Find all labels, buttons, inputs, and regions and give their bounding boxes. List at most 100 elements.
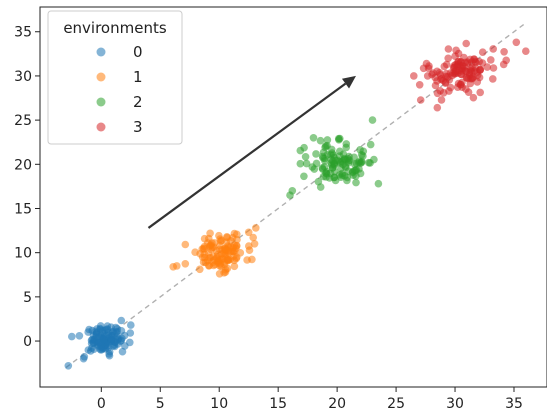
y-tick-label: 10 (14, 246, 32, 262)
data-point (351, 166, 360, 175)
data-point (464, 88, 473, 96)
data-point (301, 153, 310, 161)
x-tick-label: 25 (387, 396, 405, 410)
series-1-points (169, 224, 260, 278)
data-point (211, 260, 219, 269)
arrow-layer (147, 75, 356, 229)
data-point (316, 183, 325, 191)
data-point (203, 256, 212, 265)
data-point (365, 158, 373, 167)
data-point (344, 158, 353, 167)
data-point (196, 265, 204, 274)
data-point (206, 229, 214, 238)
data-point (343, 173, 352, 182)
data-point (312, 150, 320, 158)
data-point (249, 233, 257, 242)
data-point (245, 246, 254, 254)
data-point (181, 240, 190, 249)
data-point (173, 262, 181, 270)
data-point (342, 143, 351, 152)
data-point (419, 64, 428, 73)
y-tick-label: 15 (14, 201, 32, 217)
data-point (126, 338, 134, 347)
data-point (470, 55, 479, 64)
data-point (469, 93, 478, 102)
data-point (499, 60, 508, 69)
data-point (344, 167, 353, 175)
trend-arrow-shaft (147, 82, 347, 229)
data-point (113, 332, 122, 341)
data-point (227, 237, 235, 245)
legend-marker (96, 47, 106, 57)
series-2-points (286, 116, 383, 199)
data-point (200, 234, 209, 243)
data-point (84, 346, 93, 354)
data-point (437, 96, 446, 104)
data-point (312, 159, 321, 168)
legend-label: 1 (133, 68, 143, 86)
legend-marker (96, 72, 106, 82)
data-point (223, 264, 232, 273)
data-point (233, 235, 241, 244)
data-point (455, 66, 463, 74)
y-tick-label: 20 (14, 157, 32, 173)
legend-marker (96, 97, 106, 107)
y-axis-ticks: 0 5 10 15 20 25 30 35 (14, 25, 40, 350)
data-point (220, 245, 229, 253)
data-point (296, 146, 305, 155)
data-point (323, 141, 331, 150)
data-point (489, 64, 498, 72)
data-point (181, 260, 190, 268)
data-point (338, 169, 346, 178)
data-point (230, 262, 239, 271)
data-point (444, 54, 453, 63)
legend-label: 3 (133, 118, 143, 136)
data-point (213, 254, 221, 263)
legend-label: 2 (133, 93, 143, 111)
data-point (462, 39, 471, 48)
x-tick-label: 10 (210, 396, 228, 410)
y-tick-label: 35 (14, 25, 32, 41)
data-point (309, 134, 318, 142)
data-point (316, 136, 325, 145)
data-point (250, 240, 259, 248)
points-layer (64, 38, 530, 370)
data-point (357, 151, 366, 159)
data-point (68, 332, 76, 341)
data-point (230, 229, 239, 238)
data-point (339, 150, 348, 158)
data-point (118, 347, 127, 356)
data-point (452, 46, 460, 55)
data-point (87, 336, 96, 345)
data-point (288, 187, 297, 195)
plot-area-frame (39, 6, 547, 388)
data-point (374, 179, 383, 188)
data-point (232, 241, 241, 250)
data-point (191, 248, 199, 256)
data-point (366, 140, 375, 149)
data-point (217, 262, 225, 271)
data-point (329, 157, 337, 165)
x-tick-label: 15 (269, 396, 287, 410)
data-point (126, 329, 135, 337)
data-point (90, 345, 98, 354)
data-point (300, 172, 308, 181)
data-point (489, 45, 498, 53)
y-tick-label: 5 (23, 290, 32, 306)
data-point (105, 351, 114, 360)
data-point (96, 325, 105, 334)
data-point (334, 134, 343, 143)
data-point (75, 332, 84, 340)
trend-arrow-head (341, 75, 356, 89)
data-point (127, 321, 135, 329)
data-point (330, 167, 339, 176)
x-tick-label: 30 (446, 396, 464, 410)
data-point (79, 354, 88, 363)
data-point (323, 136, 332, 144)
data-point (410, 72, 418, 80)
data-point (440, 62, 449, 71)
y-tick-label: 30 (14, 69, 32, 85)
data-point (415, 81, 424, 89)
data-point (478, 59, 487, 67)
data-point (469, 73, 477, 81)
